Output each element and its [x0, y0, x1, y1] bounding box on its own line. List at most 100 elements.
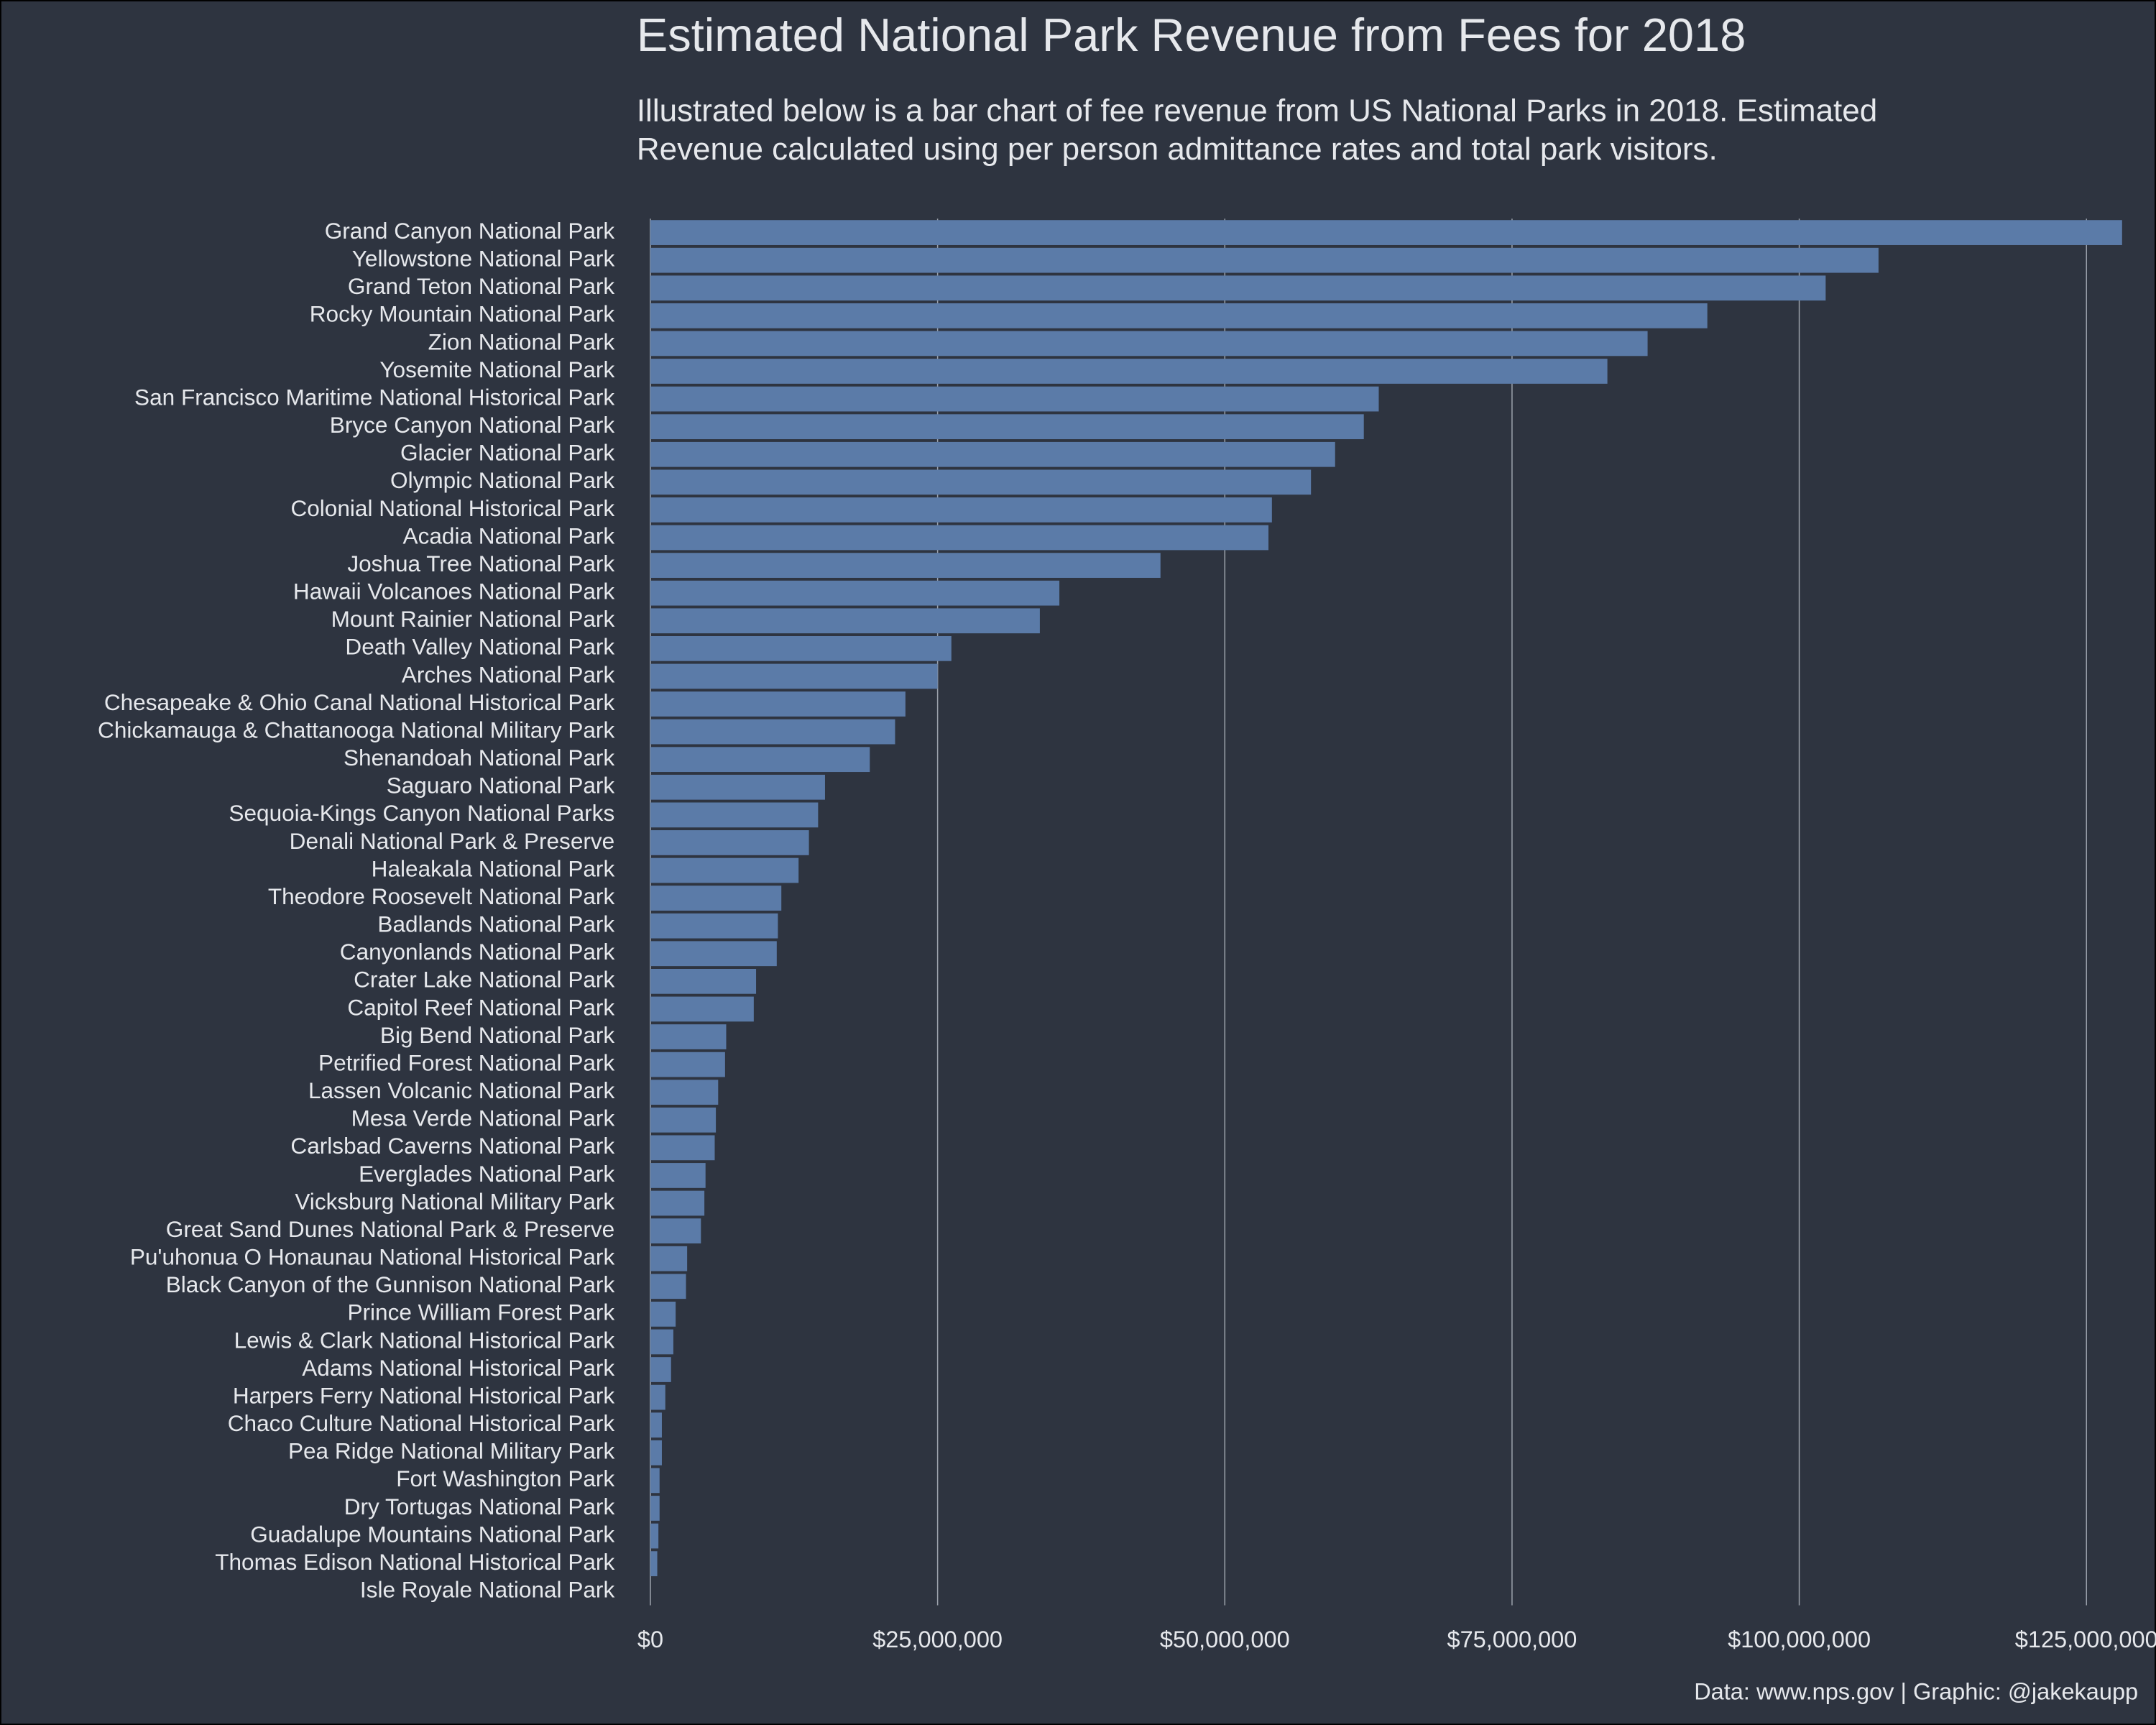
y-tick-label: Dry Tortugas National Park — [344, 1494, 615, 1519]
bar — [650, 1190, 705, 1216]
bar — [650, 1551, 658, 1576]
bar — [650, 830, 809, 855]
y-tick-label: Colonial National Historical Park — [290, 495, 614, 521]
bar — [650, 774, 825, 800]
y-tick-label: Sequoia-Kings Canyon National Parks — [229, 800, 614, 826]
y-tick-label: Adams National Historical Park — [302, 1355, 614, 1381]
y-tick-label: Crater Lake National Park — [354, 967, 614, 993]
x-tick-label: $75,000,000 — [1447, 1627, 1577, 1652]
y-tick-label: Chaco Culture National Historical Park — [228, 1410, 615, 1436]
y-tick-label: Yellowstone National Park — [352, 246, 615, 272]
y-tick-label: Pu'uhonua O Honaunau National Historical… — [130, 1244, 615, 1270]
bar — [650, 220, 2122, 245]
y-tick-label: Olympic National Park — [390, 467, 614, 493]
bar — [650, 1496, 660, 1521]
bar — [650, 1412, 662, 1438]
bar — [650, 663, 938, 689]
bar — [650, 359, 1608, 384]
bar — [650, 996, 754, 1022]
y-tick-label: Lewis & Clark National Historical Park — [234, 1327, 615, 1353]
y-tick-label: Hawaii Volcanoes National Park — [293, 579, 615, 604]
y-tick-label: Theodore Roosevelt National Park — [268, 883, 615, 909]
bar — [650, 1440, 662, 1466]
bar — [650, 497, 1272, 523]
bar — [650, 857, 799, 883]
y-tick-label: Capitol Reef National Park — [347, 994, 614, 1020]
y-tick-label: Grand Canyon National Park — [325, 218, 615, 244]
y-tick-label: Mesa Verde National Park — [351, 1105, 615, 1131]
bar — [650, 553, 1161, 578]
y-tick-label: Death Valley National Park — [345, 634, 614, 660]
bar — [650, 968, 757, 994]
y-tick-label: Thomas Edison National Historical Park — [215, 1549, 614, 1575]
chart-subtitle: Illustrated below is a bar chart of fee … — [637, 93, 1877, 129]
x-tick-label: $0 — [637, 1627, 663, 1652]
bar — [650, 608, 1040, 634]
bar — [650, 802, 819, 828]
y-tick-label: Arches National Park — [402, 661, 615, 687]
bar — [650, 1024, 727, 1049]
y-tick-label: Chickamauga & Chattanooga National Milit… — [98, 717, 614, 742]
y-tick-label: Acadia National Park — [403, 523, 615, 548]
y-tick-label: Canyonlands National Park — [340, 939, 615, 965]
bar — [650, 719, 895, 745]
bar — [650, 1329, 673, 1355]
y-tick-label: Haleakala National Park — [372, 855, 615, 881]
bar — [650, 441, 1335, 467]
y-tick-label: Harpers Ferry National Historical Park — [233, 1382, 615, 1408]
bar — [650, 913, 778, 939]
y-tick-label: Joshua Tree National Park — [347, 551, 614, 576]
bar — [650, 886, 782, 911]
bar — [650, 1468, 660, 1494]
y-tick-label: Shenandoah National Park — [344, 745, 614, 770]
x-tick-label: $100,000,000 — [1728, 1627, 1871, 1652]
y-tick-label: Black Canyon of the Gunnison National Pa… — [166, 1271, 615, 1297]
chart-title: Estimated National Park Revenue from Fee… — [637, 9, 1746, 61]
y-tick-label: Grand Teton National Park — [348, 273, 615, 299]
caption: Data: www.nps.gov | Graphic: @jakekaupp — [1694, 1679, 2138, 1705]
chart-subtitle: Revenue calculated using per person admi… — [637, 132, 1718, 167]
bar — [650, 1274, 686, 1300]
bar — [650, 1052, 725, 1077]
y-tick-label: Badlands National Park — [377, 911, 614, 937]
y-tick-label: Carlsbad Caverns National Park — [290, 1133, 614, 1159]
bar — [650, 1080, 719, 1105]
x-tick-label: $125,000,000 — [2015, 1627, 2156, 1652]
y-tick-label: Saguaro National Park — [387, 773, 615, 799]
y-tick-label: Great Sand Dunes National Park & Preserv… — [166, 1216, 614, 1242]
y-tick-label: San Francisco Maritime National Historic… — [134, 384, 614, 410]
bar — [650, 386, 1379, 412]
bar — [650, 1246, 688, 1271]
y-tick-label: Mount Rainier National Park — [331, 606, 615, 632]
bar — [650, 1357, 671, 1382]
bar — [650, 1107, 717, 1133]
bar — [650, 1302, 676, 1327]
y-tick-label: Big Bend National Park — [380, 1022, 615, 1048]
y-tick-label: Glacier National Park — [400, 440, 614, 466]
y-tick-label: Rocky Mountain National Park — [310, 301, 615, 327]
y-tick-label: Bryce Canyon National Park — [330, 412, 615, 438]
x-tick-label: $50,000,000 — [1160, 1627, 1290, 1652]
bar — [650, 1523, 659, 1549]
bar — [650, 1218, 701, 1243]
bar — [650, 247, 1879, 273]
bar — [650, 303, 1708, 328]
bar — [650, 580, 1060, 606]
bar — [650, 941, 777, 967]
x-tick-label: $25,000,000 — [872, 1627, 1003, 1652]
y-tick-label: Everglades National Park — [359, 1161, 614, 1187]
y-tick-label: Vicksburg National Military Park — [295, 1188, 614, 1214]
y-tick-label: Zion National Park — [428, 328, 615, 354]
y-tick-label: Chesapeake & Ohio Canal National Histori… — [104, 689, 615, 715]
bar — [650, 635, 952, 661]
bar — [650, 525, 1269, 551]
y-tick-label: Isle Royale National Park — [360, 1577, 615, 1603]
y-tick-label: Lassen Volcanic National Park — [308, 1077, 614, 1103]
y-tick-label: Pea Ridge National Military Park — [288, 1438, 614, 1464]
y-tick-label: Yosemite National Park — [379, 356, 614, 382]
bar — [650, 331, 1648, 356]
bar — [650, 469, 1312, 495]
